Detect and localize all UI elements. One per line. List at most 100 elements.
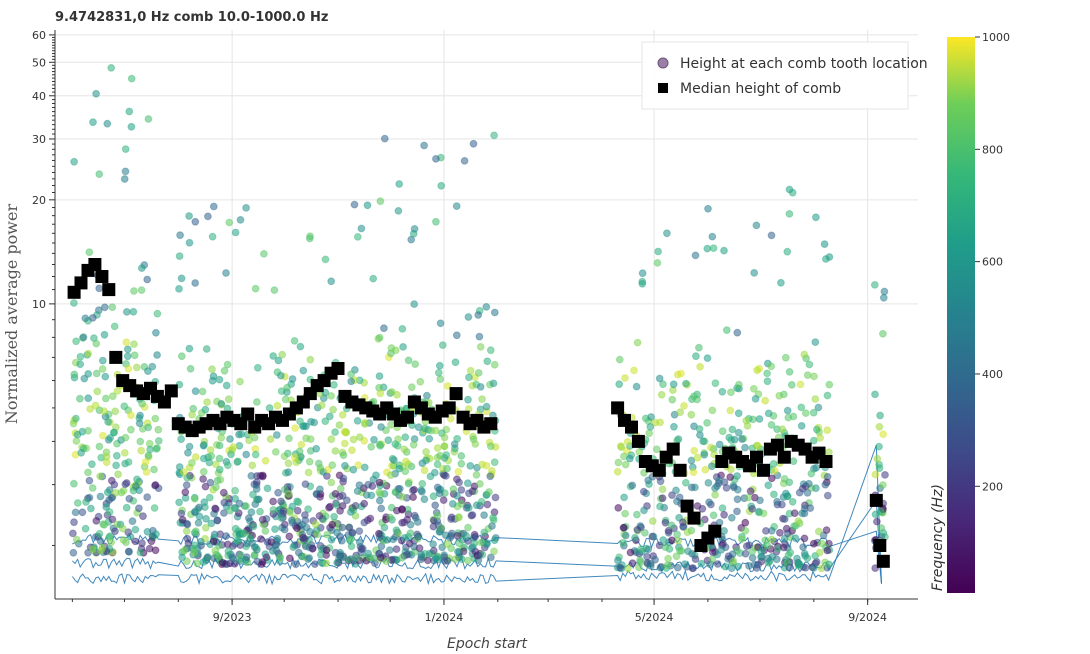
comb-tooth-point — [789, 412, 798, 421]
comb-tooth-point — [129, 307, 138, 316]
comb-tooth-point — [431, 426, 440, 435]
comb-tooth-point — [321, 255, 330, 264]
comb-tooth-point — [763, 377, 772, 386]
comb-tooth-point — [192, 527, 200, 536]
comb-tooth-point — [176, 231, 185, 240]
comb-tooth-point — [684, 547, 692, 556]
comb-tooth-point — [680, 560, 689, 569]
comb-tooth-point — [355, 538, 364, 547]
x-tick-label: 1/2024 — [425, 611, 464, 624]
comb-tooth-point — [823, 391, 832, 400]
comb-tooth-point — [744, 493, 753, 502]
comb-tooth-point — [443, 382, 452, 390]
comb-tooth-point — [233, 536, 242, 545]
comb-tooth-point — [233, 458, 242, 466]
comb-tooth-point — [763, 369, 771, 378]
comb-tooth-point — [110, 322, 119, 331]
comb-tooth-point — [779, 543, 788, 552]
comb-tooth-point — [355, 433, 364, 442]
comb-tooth-point — [421, 424, 429, 433]
comb-tooth-point — [418, 479, 427, 488]
comb-tooth-point — [727, 564, 736, 573]
comb-tooth-point — [89, 118, 97, 127]
comb-tooth-point — [452, 331, 461, 340]
comb-tooth-point — [454, 513, 463, 522]
comb-tooth-point — [821, 480, 830, 489]
comb-tooth-point — [801, 409, 810, 418]
comb-tooth-point — [271, 448, 280, 456]
comb-tooth-point — [95, 442, 104, 451]
y-tick-label: 20 — [32, 194, 46, 207]
comb-tooth-point — [327, 435, 336, 444]
comb-tooth-point — [434, 368, 443, 377]
comb-tooth-point — [247, 472, 256, 480]
comb-tooth-point — [697, 559, 706, 568]
colorbar-tick-label: 400 — [982, 368, 1003, 381]
median-marker — [449, 387, 463, 401]
comb-tooth-point — [877, 524, 886, 532]
comb-tooth-point — [803, 489, 812, 497]
comb-tooth-point — [406, 529, 415, 538]
comb-tooth-point — [72, 535, 81, 544]
comb-tooth-point — [879, 481, 887, 489]
comb-tooth-point — [119, 536, 128, 544]
comb-tooth-point — [780, 515, 789, 523]
comb-tooth-point — [816, 434, 824, 442]
comb-tooth-point — [420, 495, 429, 504]
comb-tooth-point — [106, 434, 115, 442]
comb-tooth-point — [375, 533, 384, 542]
median-marker — [876, 554, 890, 568]
comb-tooth-point — [454, 547, 462, 556]
comb-tooth-point — [98, 365, 107, 373]
comb-tooth-point — [338, 411, 347, 419]
comb-tooth-point — [433, 555, 442, 564]
comb-tooth-point — [785, 210, 794, 218]
comb-tooth-point — [103, 119, 112, 128]
comb-tooth-point — [76, 352, 85, 361]
comb-tooth-point — [251, 284, 260, 293]
comb-tooth-point — [614, 458, 623, 467]
comb-tooth-point — [651, 555, 659, 564]
legend-marker-median — [658, 83, 668, 93]
comb-tooth-point — [93, 387, 102, 396]
comb-tooth-point — [355, 527, 364, 535]
comb-tooth-point — [398, 518, 407, 527]
comb-tooth-point — [469, 139, 478, 148]
comb-tooth-point — [490, 131, 499, 140]
comb-tooth-point — [465, 373, 473, 382]
median-marker — [401, 410, 414, 424]
comb-tooth-point — [242, 204, 251, 212]
comb-tooth-point — [489, 516, 498, 524]
comb-tooth-point — [222, 532, 231, 540]
median-marker — [74, 276, 88, 290]
median-marker — [680, 499, 694, 513]
comb-tooth-point — [448, 500, 457, 508]
comb-tooth-point — [99, 431, 107, 440]
comb-tooth-point — [705, 498, 713, 507]
comb-tooth-point — [752, 221, 761, 230]
y-tick-label: 10 — [32, 298, 46, 311]
comb-tooth-point — [715, 440, 724, 449]
comb-tooth-point — [154, 437, 163, 445]
comb-tooth-point — [718, 427, 727, 436]
comb-tooth-point — [202, 345, 211, 353]
comb-tooth-point — [417, 550, 426, 559]
comb-tooth-point — [410, 225, 419, 233]
comb-tooth-point — [278, 350, 287, 359]
comb-tooth-point — [672, 552, 681, 561]
comb-tooth-point — [811, 395, 820, 403]
comb-tooth-point — [751, 395, 760, 403]
comb-tooth-point — [315, 512, 324, 520]
comb-tooth-point — [616, 442, 625, 451]
comb-tooth-point — [675, 493, 684, 502]
comb-tooth-point — [870, 281, 879, 289]
comb-tooth-point — [741, 443, 749, 452]
comb-tooth-point — [674, 536, 683, 545]
comb-tooth-point — [242, 553, 251, 561]
comb-tooth-point — [464, 523, 472, 532]
comb-tooth-point — [753, 366, 761, 375]
comb-tooth-point — [482, 303, 491, 311]
comb-tooth-point — [137, 286, 146, 295]
comb-tooth-point — [212, 483, 220, 492]
comb-tooth-point — [455, 539, 463, 548]
